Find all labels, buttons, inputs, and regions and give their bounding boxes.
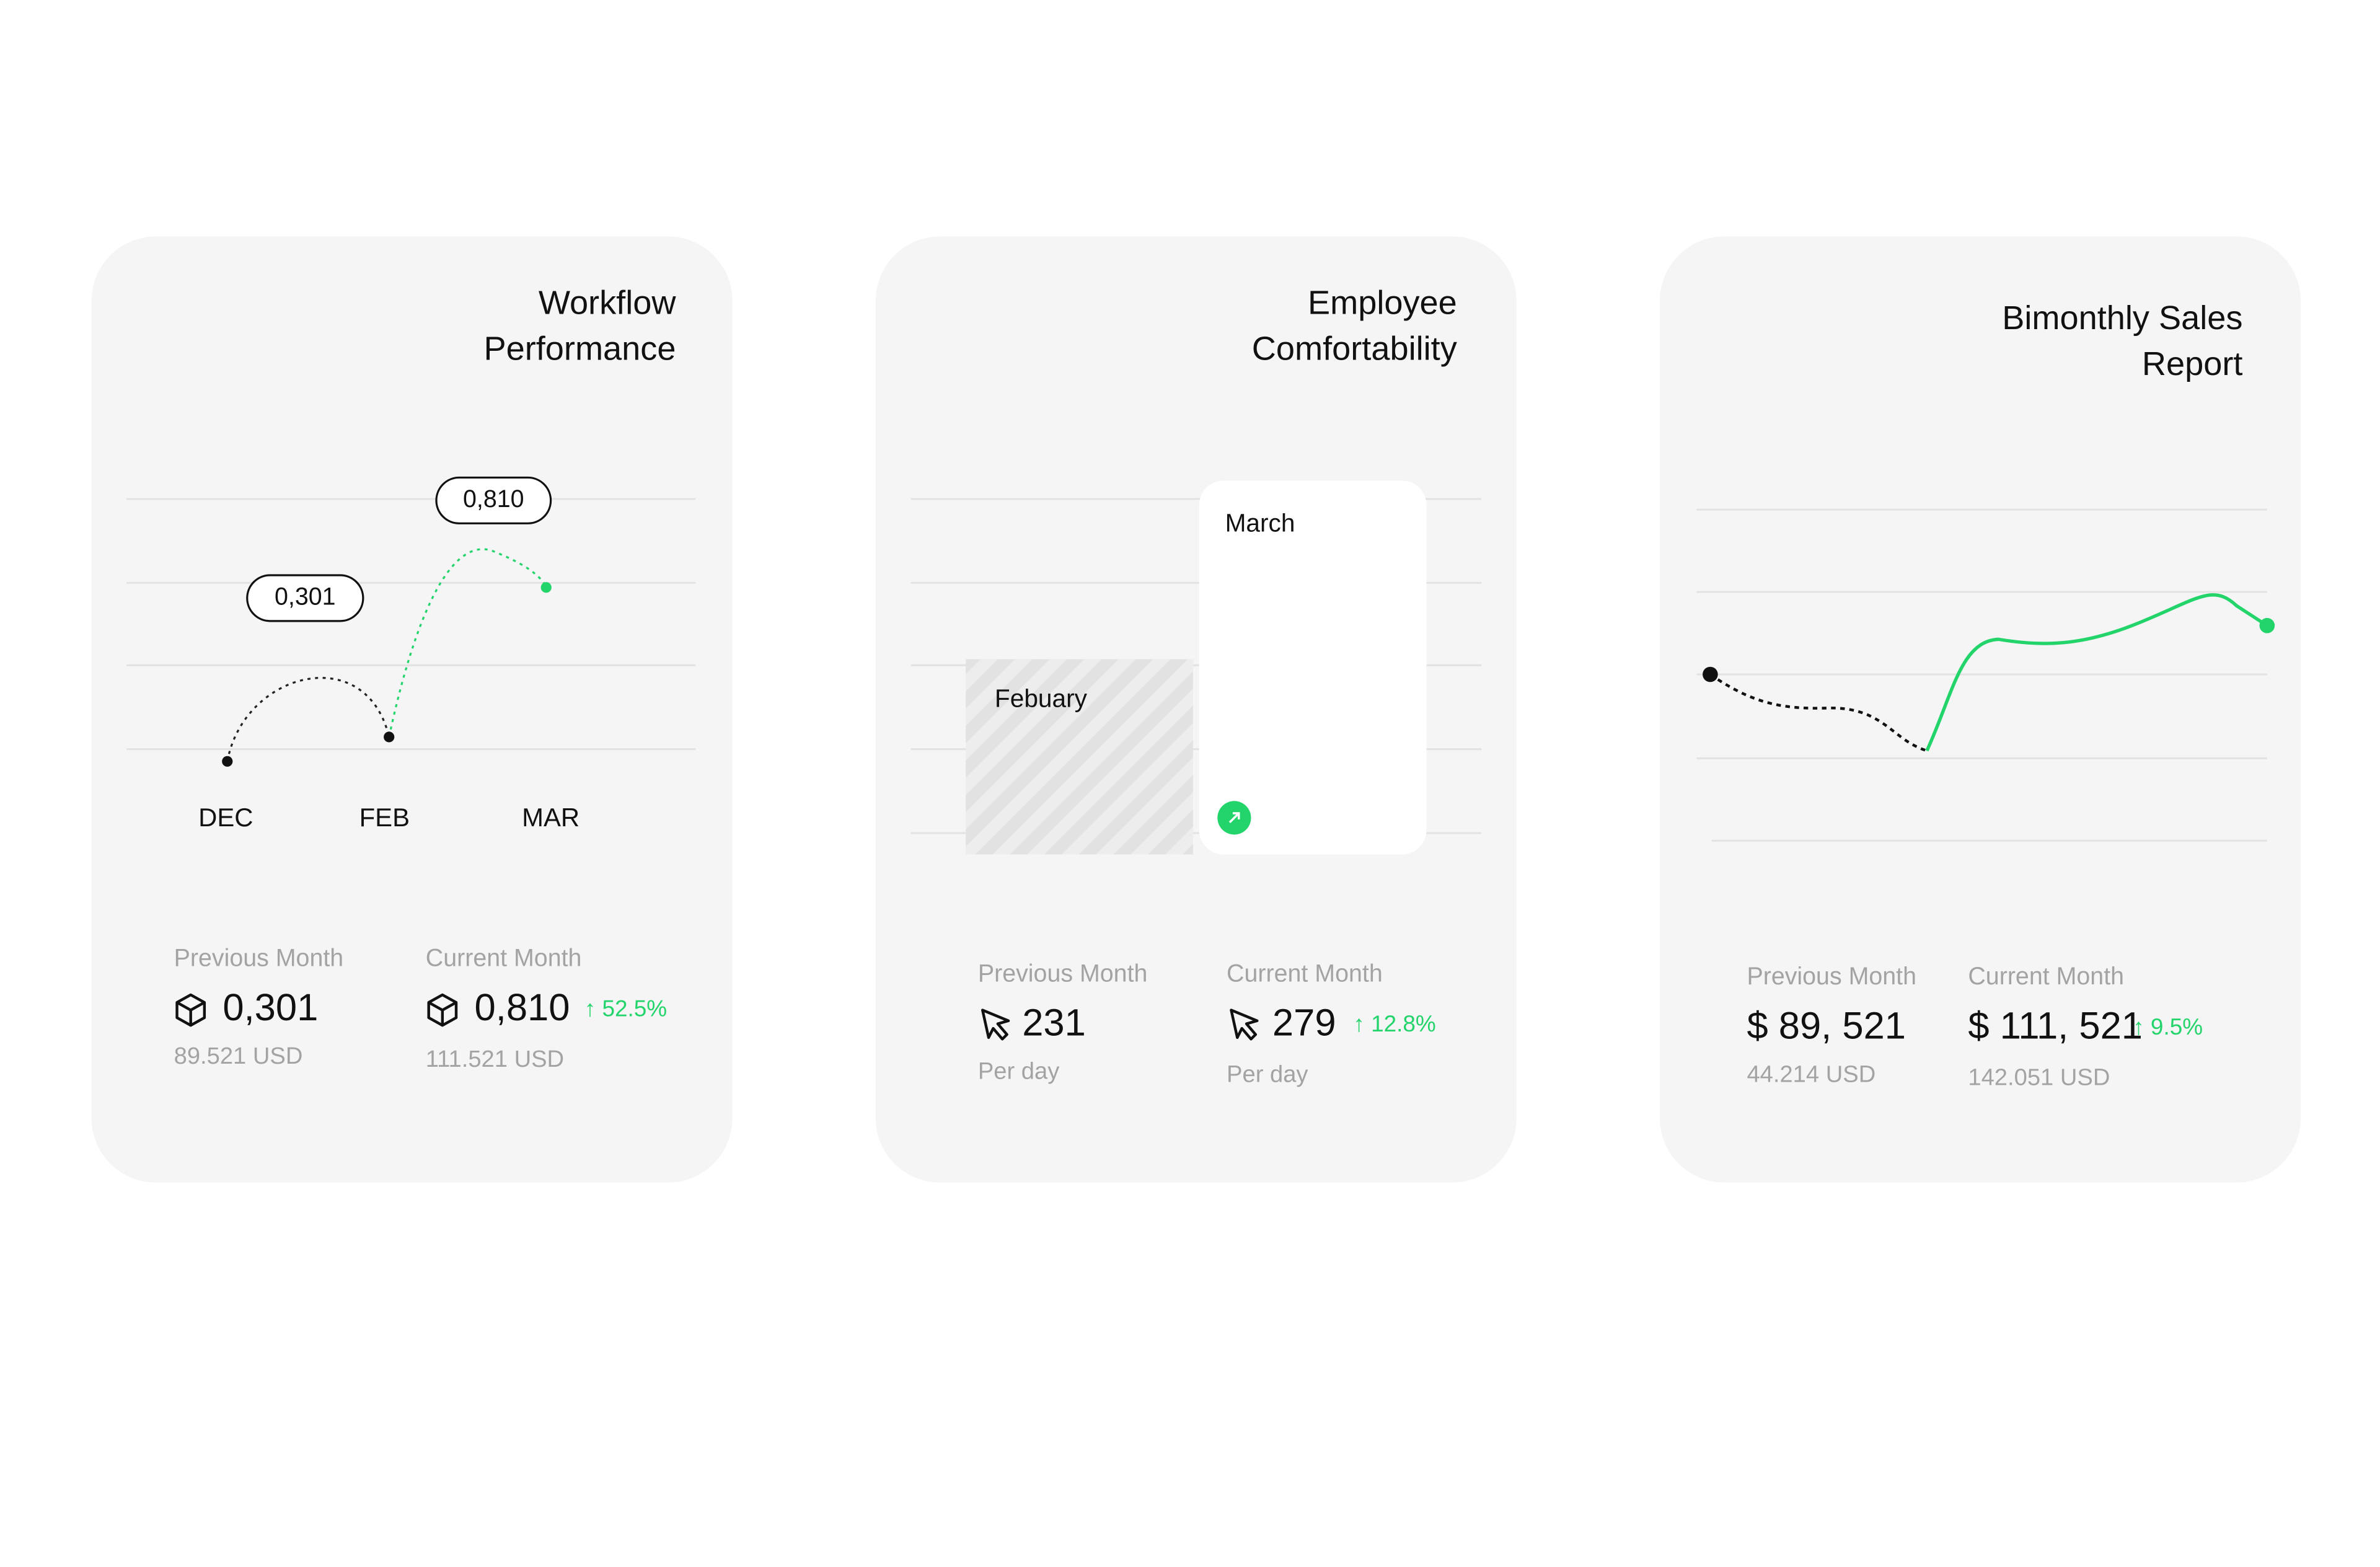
stat-sub: Per day	[978, 1058, 1059, 1085]
card-comfort: Employee Comfortability Febuary March Pr…	[875, 236, 1517, 1183]
stat-label: Previous Month	[174, 945, 344, 972]
stat-value: 0,810	[475, 986, 570, 1029]
stat-value: $ 89, 521	[1747, 1004, 1906, 1047]
bar-label: March	[1225, 509, 1295, 537]
bar	[1199, 480, 1427, 855]
box-icon	[427, 993, 458, 1027]
cursor-icon	[1230, 1009, 1259, 1041]
point	[1703, 666, 1718, 682]
card-workflow: Workflow Performance 0,810 0,301 DEC FEB…	[91, 236, 733, 1183]
stat-value: $ 111, 521	[1968, 1004, 2143, 1047]
card-title: Workflow	[539, 285, 677, 322]
point	[540, 582, 552, 593]
stat-value: 279	[1272, 1001, 1336, 1044]
month-label: MAR	[522, 803, 580, 832]
stat-sub: 142.051 USD	[1968, 1064, 2110, 1090]
box-icon	[175, 993, 206, 1027]
stat-label: Current Month	[1968, 963, 2124, 990]
badge-arrow	[1228, 812, 1240, 823]
stat-change: ↑ 52.5%	[584, 995, 667, 1021]
stat-change: ↑ 9.5%	[2133, 1014, 2203, 1040]
card-bg	[1660, 236, 2301, 1183]
stat-value: 231	[1022, 1001, 1086, 1044]
card-bg	[875, 236, 1517, 1183]
stat-sub: 111.521 USD	[426, 1046, 564, 1072]
stat-sub: Per day	[1227, 1061, 1308, 1087]
card-title: Comfortability	[1252, 330, 1457, 367]
stat-label: Previous Month	[978, 960, 1148, 987]
card-title: Employee	[1308, 285, 1457, 322]
point	[384, 731, 395, 743]
card-sales: Bimonthly Sales Report Previous Month $ …	[1660, 236, 2301, 1183]
stat-label: Current Month	[426, 945, 582, 972]
card-title: Bimonthly Sales	[2002, 299, 2242, 337]
cursor-icon	[981, 1009, 1010, 1041]
card-title: Performance	[484, 330, 676, 367]
point	[2259, 617, 2275, 633]
month-label: DEC	[198, 803, 253, 832]
curve	[1925, 593, 2268, 752]
bubble	[246, 574, 364, 622]
card-bg	[91, 236, 733, 1183]
bar-label: Febuary	[995, 684, 1088, 713]
month-label: FEB	[359, 803, 410, 832]
bubble-label: 0,301	[275, 583, 336, 610]
stat-sub: 44.214 USD	[1747, 1061, 1875, 1087]
stat-sub: 89.521 USD	[174, 1043, 303, 1069]
curve	[388, 548, 547, 738]
curve	[1709, 673, 1928, 753]
card-title: Report	[2142, 345, 2243, 382]
bubble	[435, 476, 552, 524]
stat-label: Current Month	[1227, 960, 1383, 987]
point	[222, 756, 233, 767]
bar	[966, 659, 1193, 855]
stat-label: Previous Month	[1747, 963, 1916, 990]
stat-change: ↑ 12.8%	[1353, 1011, 1435, 1036]
stat-value: 0,301	[223, 986, 318, 1029]
bubble-label: 0,810	[463, 485, 524, 513]
